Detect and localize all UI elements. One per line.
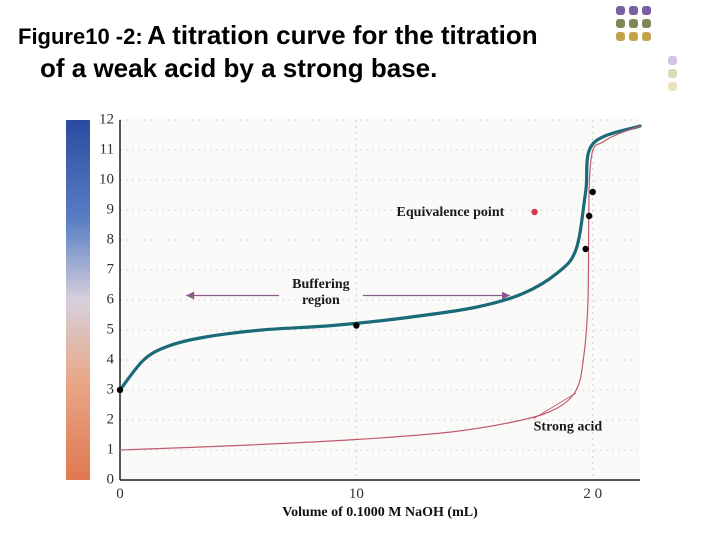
data-marker (353, 322, 359, 328)
equivalence-label: Equivalence point (397, 205, 505, 220)
data-marker (586, 213, 592, 219)
figure-label: Figure10 -2: (18, 24, 143, 49)
ytick-label: 12 (99, 111, 114, 127)
ytick-label: 0 (107, 471, 115, 487)
equivalence-dot (531, 209, 537, 215)
buffering-label-2: region (302, 293, 340, 308)
title-line1: A titration curve for the titration (147, 20, 538, 50)
ytick-label: 6 (107, 291, 115, 307)
ytick-label: 5 (107, 321, 115, 337)
xtick-label: 10 (349, 486, 364, 502)
data-marker (117, 387, 123, 393)
slide-title: Figure10 -2: A titration curve for the t… (18, 20, 678, 84)
ytick-label: 10 (99, 171, 114, 187)
chart-svg: 01234567891011120102 0pHVolume of 0.1000… (60, 110, 670, 520)
buffering-label: Buffering (292, 277, 350, 292)
ph-gradient-strip (66, 120, 90, 480)
xtick-label: 0 (116, 486, 124, 502)
ytick-label: 3 (107, 381, 115, 397)
ytick-label: 1 (107, 441, 115, 457)
strong-acid-label: Strong acid (534, 420, 603, 435)
ytick-label: 9 (107, 201, 115, 217)
ytick-label: 4 (107, 351, 115, 367)
title-line2: of a weak acid by a strong base. (18, 53, 678, 84)
ytick-label: 2 (107, 411, 115, 427)
xlabel: Volume of 0.1000 M NaOH (mL) (282, 505, 478, 520)
ytick-label: 11 (100, 141, 114, 157)
data-marker (582, 246, 588, 252)
xtick-label: 2 0 (583, 486, 602, 502)
data-marker (590, 189, 596, 195)
ytick-label: 7 (107, 261, 115, 277)
ytick-label: 8 (107, 231, 115, 247)
titration-chart: 01234567891011120102 0pHVolume of 0.1000… (60, 110, 670, 520)
